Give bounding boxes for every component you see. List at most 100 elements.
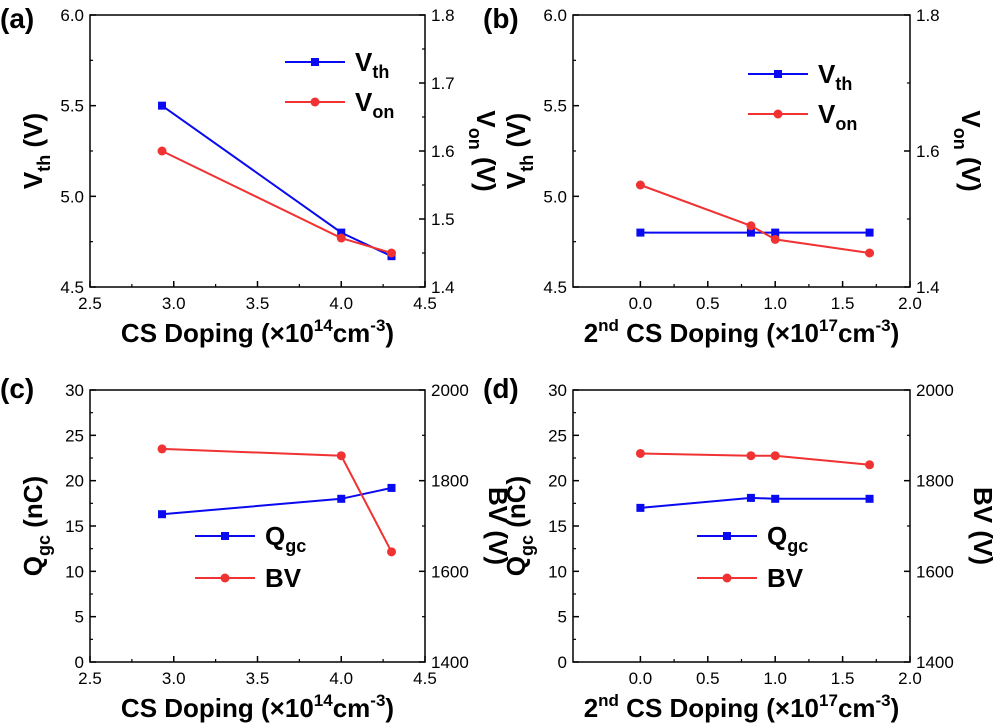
data-point-qgc <box>337 494 346 503</box>
series-bv <box>157 444 396 557</box>
x-tick-label: 4.0 <box>329 294 353 313</box>
series-vth <box>158 101 396 261</box>
data-point-qgc <box>746 493 755 502</box>
legend-marker <box>774 70 782 78</box>
y-left-axis-title: Qgc (nC) <box>501 476 537 576</box>
x-tick-label: 1.5 <box>831 294 855 313</box>
data-point-bv <box>387 547 396 557</box>
legend-label-vth: Vth <box>355 47 389 82</box>
legend-marker <box>311 58 319 66</box>
legend-marker <box>773 109 783 119</box>
y-left-tick-label: 5.0 <box>60 187 84 206</box>
y-right-axis-title: BV (V) <box>483 487 513 565</box>
data-point-qgc <box>158 510 167 519</box>
x-tick-label: 3.5 <box>246 294 270 313</box>
x-tick-label: 4.5 <box>413 669 437 688</box>
legend-marker <box>221 532 229 540</box>
x-tick-label: 2.0 <box>898 669 922 688</box>
legend: Vth Von <box>748 59 857 134</box>
series-qgc <box>636 493 874 512</box>
series-line-vth <box>161 104 392 258</box>
y-right-tick-label: 1800 <box>431 472 469 491</box>
y-left-tick-label: 25 <box>548 426 567 445</box>
y-right-tick-label: 1.6 <box>431 142 455 161</box>
legend-label-vth: Vth <box>818 59 852 94</box>
data-point-von <box>770 234 780 244</box>
legend-label-qgc: Qgc <box>265 521 306 556</box>
series-line-qgc <box>640 496 870 509</box>
panel-label-c: (c) <box>0 373 34 404</box>
legend-marker <box>220 573 230 583</box>
data-point-bv <box>157 444 167 454</box>
data-point-bv <box>865 460 875 470</box>
y-right-tick-label: 1.4 <box>916 278 940 297</box>
y-left-tick-label: 6.0 <box>60 6 84 25</box>
legend-label-bv: BV <box>767 563 804 593</box>
y-right-tick-label: 1.8 <box>431 6 455 25</box>
chart-panel-b: (b) 0.0 0.5 1.0 1.5 2.0 4.5 5.0 5.5 6.0 1.4 1.6 1.8 2… <box>483 3 986 348</box>
x-tick-label: 4.5 <box>413 294 437 313</box>
plot-frame <box>89 14 426 288</box>
data-point-qgc <box>387 483 396 492</box>
x-tick-label: 2.5 <box>78 294 102 313</box>
y-right-tick-label: 1800 <box>916 472 954 491</box>
y-left-tick-label: 0 <box>558 653 567 672</box>
y-left-tick-label: 30 <box>65 381 84 400</box>
y-left-tick-label: 15 <box>65 517 84 536</box>
data-point-qgc <box>865 494 874 503</box>
chart-panel-a: (a) 2.5 3.0 3.5 4.0 4.5 4.5 5.0 5.5 6.0 1.4 1.5 1.6 1… <box>0 3 501 348</box>
y-right-tick-label: 1600 <box>431 562 469 581</box>
series-bv <box>635 448 875 470</box>
y-left-tick-label: 20 <box>65 472 84 491</box>
legend-label-von: Von <box>355 87 394 122</box>
data-point-vth <box>158 101 167 110</box>
y-right-tick-label: 1400 <box>431 653 469 672</box>
x-tick-label: 2.5 <box>78 669 102 688</box>
chart-panel-c: (c) 2.5 3.0 3.5 4.0 4.5 0 5 10 15 20 25 30 1400 1600 18… <box>0 373 513 723</box>
y-left-tick-label: 5.5 <box>60 97 84 116</box>
y-left-tick-label: 20 <box>548 472 567 491</box>
x-tick-label: 0.5 <box>696 294 720 313</box>
y-left-tick-label: 6.0 <box>543 6 567 25</box>
y-right-tick-label: 1.7 <box>431 74 455 93</box>
data-point-vth <box>746 228 755 237</box>
legend-label-qgc: Qgc <box>767 521 808 556</box>
panel-label-a: (a) <box>0 3 34 34</box>
x-tick-label: 1.0 <box>763 294 787 313</box>
y-right-tick-label: 1.6 <box>916 142 940 161</box>
x-tick-label: 0.5 <box>696 669 720 688</box>
y-right-tick-label: 1600 <box>916 562 954 581</box>
data-point-von <box>387 248 396 258</box>
y-left-tick-label: 10 <box>65 562 84 581</box>
data-point-von <box>336 233 346 243</box>
y-left-tick-label: 4.5 <box>543 278 567 297</box>
data-point-qgc <box>771 494 780 503</box>
series-line-von <box>161 150 392 254</box>
legend-label-von: Von <box>818 99 857 134</box>
data-point-vth <box>636 228 645 237</box>
y-right-tick-label: 1400 <box>916 653 954 672</box>
y-right-axis-title: Von (V) <box>465 110 501 191</box>
panel-label-b: (b) <box>483 3 519 34</box>
data-point-von <box>865 248 875 258</box>
plot-frame <box>572 14 911 288</box>
data-point-von <box>157 146 167 156</box>
y-left-tick-label: 0 <box>75 653 84 672</box>
data-point-vth <box>337 228 346 237</box>
plot-frame <box>89 389 426 663</box>
legend: Qgc BV <box>697 521 808 593</box>
x-tick-label: 3.0 <box>162 669 186 688</box>
data-point-bv <box>770 451 780 461</box>
series-line-qgc <box>161 486 392 516</box>
chart-panel-d: (d) 0.0 0.5 1.0 1.5 2.0 0 5 10 15 20 25 30 1400 1600 18… <box>483 373 998 723</box>
series-qgc <box>158 483 396 519</box>
y-left-tick-label: 4.5 <box>60 278 84 297</box>
y-left-tick-label: 30 <box>548 381 567 400</box>
x-tick-label: 1.5 <box>831 669 855 688</box>
data-point-bv <box>746 451 756 461</box>
x-tick-label: 0.0 <box>629 669 653 688</box>
x-axis-title: 2nd CS Doping (×1017cm-3) <box>584 316 900 348</box>
legend-label-bv: BV <box>265 563 302 593</box>
x-tick-label: 3.5 <box>246 669 270 688</box>
